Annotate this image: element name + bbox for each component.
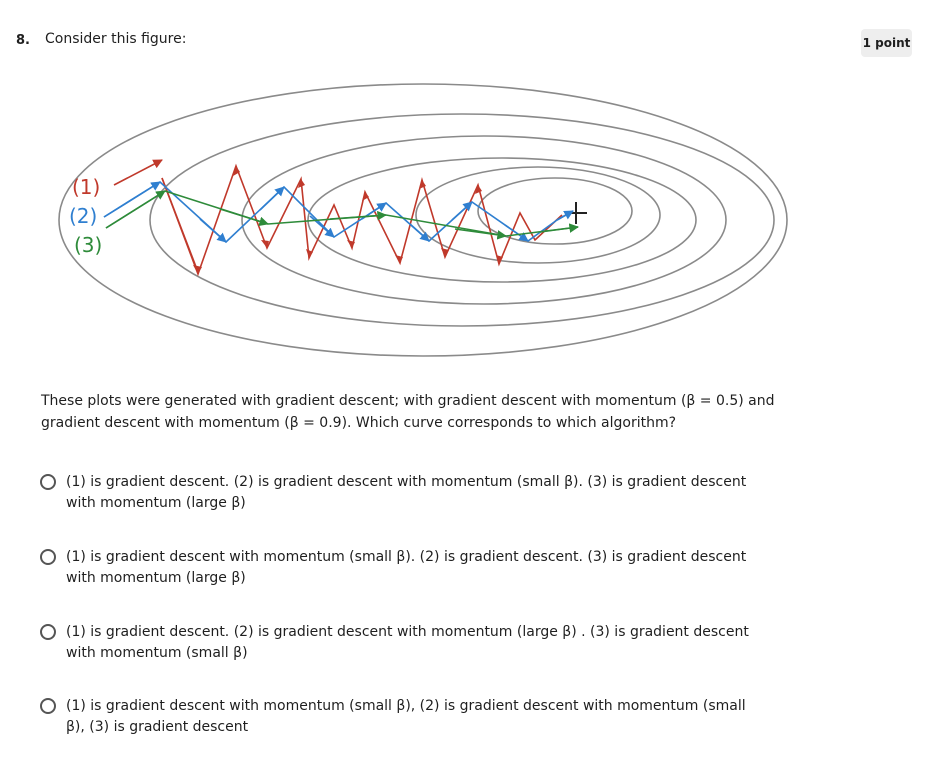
radio-button[interactable] xyxy=(40,698,56,714)
option-label: (1) is gradient descent. (2) is gradient… xyxy=(66,474,747,511)
answer-option-2[interactable]: (1) is gradient descent with momentum (s… xyxy=(40,547,760,589)
points-badge: 1 point xyxy=(861,29,912,57)
answer-option-3[interactable]: (1) is gradient descent. (2) is gradient… xyxy=(40,622,760,664)
curve-1-arrowheads xyxy=(193,166,503,274)
contour-ring xyxy=(477,177,633,245)
curve-1-leader xyxy=(113,159,163,186)
option-label: (1) is gradient descent. (2) is gradient… xyxy=(66,624,749,661)
option-label: (1) is gradient descent with momentum (s… xyxy=(66,698,746,735)
contour-ring xyxy=(241,135,727,305)
contour-ellipses xyxy=(58,83,788,357)
radio-button[interactable] xyxy=(40,474,56,490)
question-prompt: Consider this figure: xyxy=(45,31,187,47)
answer-option-1[interactable]: (1) is gradient descent. (2) is gradient… xyxy=(40,472,760,514)
question-body: These plots were generated with gradient… xyxy=(41,393,775,431)
option-label: (1) is gradient descent with momentum (s… xyxy=(66,549,747,586)
question-number: 8. xyxy=(16,33,30,48)
curve-2-leader xyxy=(103,181,161,218)
curve-2-arrowheads xyxy=(199,186,574,243)
curve-1-start xyxy=(161,177,199,273)
curve-2-label: (2) xyxy=(69,204,97,228)
curve-3-arrowheads xyxy=(105,190,579,240)
contour-ring xyxy=(149,113,775,327)
contour-ring xyxy=(58,83,788,357)
contour-ring xyxy=(307,157,697,283)
curve-3-label: (3) xyxy=(74,233,102,257)
contour-ring xyxy=(415,166,661,264)
radio-button[interactable] xyxy=(40,549,56,565)
radio-button[interactable] xyxy=(40,624,56,640)
contour-figure: (1) (2) (3) xyxy=(58,83,788,357)
answer-option-4[interactable]: (1) is gradient descent with momentum (s… xyxy=(40,696,760,738)
curve-1-label: (1) xyxy=(72,175,100,199)
